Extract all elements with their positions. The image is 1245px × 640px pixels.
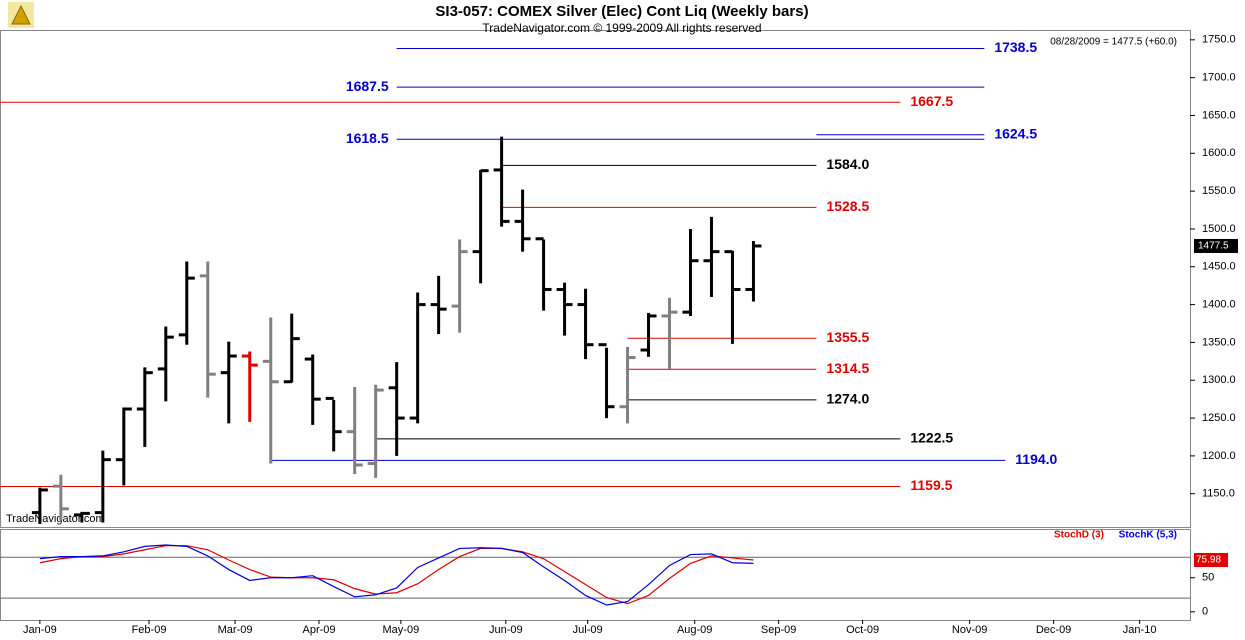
y-tick-label: 1550.0 — [1202, 185, 1236, 197]
price-panel — [0, 30, 1191, 528]
subtitle: TradeNavigator.com © 1999-2009 All right… — [482, 21, 761, 35]
y-tick-label: 1700.0 — [1202, 72, 1236, 84]
chart-title: SI3-057: COMEX Silver (Elec) Cont Liq (W… — [435, 3, 808, 20]
y-tick-label: 0 — [1202, 606, 1208, 618]
stoch-line — [39, 545, 754, 605]
last-price-label: 1477.5 — [1198, 241, 1229, 252]
level-label: 1528.5 — [826, 198, 869, 214]
stoch-value-box — [1194, 553, 1228, 568]
stoch-panel — [0, 529, 1191, 621]
x-tick-label: Mar-09 — [218, 624, 253, 636]
logo — [8, 2, 34, 28]
x-tick-label: Jun-09 — [489, 624, 523, 636]
legend-entry: StochK (5,3) — [1119, 530, 1177, 541]
x-tick-label: May-09 — [383, 624, 420, 636]
y-tick-label: 1600.0 — [1202, 147, 1236, 159]
x-tick-label: Jul-09 — [573, 624, 603, 636]
stoch-line — [39, 544, 754, 606]
level-label: 1618.5 — [346, 130, 389, 146]
level-label: 1738.5 — [994, 39, 1037, 55]
level-label: 1624.5 — [994, 125, 1037, 141]
level-label: 1314.5 — [826, 360, 869, 376]
y-tick-label: 1250.0 — [1202, 412, 1236, 424]
level-label: 1274.0 — [826, 391, 869, 407]
y-tick-label: 1650.0 — [1202, 109, 1236, 121]
x-tick-label: Feb-09 — [132, 624, 167, 636]
y-tick-label: 1200.0 — [1202, 450, 1236, 462]
x-tick-label: Dec-09 — [1036, 624, 1071, 636]
level-label: 1355.5 — [826, 329, 869, 345]
last-price-box — [1194, 238, 1238, 253]
level-label: 1687.5 — [346, 78, 389, 94]
annotation: 08/28/2009 = 1477.5 (+60.0) — [1050, 37, 1177, 48]
y-tick-label: 1150.0 — [1202, 488, 1235, 500]
legend-entry: StochD (3) — [1054, 530, 1104, 541]
y-tick-label: 1500.0 — [1202, 223, 1236, 235]
y-tick-label: 1300.0 — [1202, 374, 1236, 386]
level-label: 1222.5 — [910, 430, 953, 446]
level-label: 1194.0 — [1015, 451, 1057, 467]
x-tick-label: Apr-09 — [302, 624, 335, 636]
x-tick-label: Oct-09 — [846, 624, 879, 636]
x-tick-label: Jan-10 — [1123, 624, 1157, 636]
y-tick-label: 1450.0 — [1202, 261, 1236, 273]
x-tick-label: Aug-09 — [677, 624, 712, 636]
y-tick-label: 1350.0 — [1202, 336, 1236, 348]
stoch-value-label: 75.98 — [1196, 555, 1221, 566]
x-tick-label: Nov-09 — [952, 624, 987, 636]
y-tick-label: 50 — [1202, 572, 1214, 584]
level-label: 1667.5 — [910, 93, 953, 109]
level-label: 1159.5 — [910, 477, 952, 493]
x-tick-label: Sep-09 — [761, 624, 796, 636]
y-tick-label: 1400.0 — [1202, 299, 1236, 311]
y-tick-label: 1750.0 — [1202, 34, 1236, 46]
x-tick-label: Jan-09 — [23, 624, 57, 636]
level-label: 1584.0 — [826, 156, 869, 172]
